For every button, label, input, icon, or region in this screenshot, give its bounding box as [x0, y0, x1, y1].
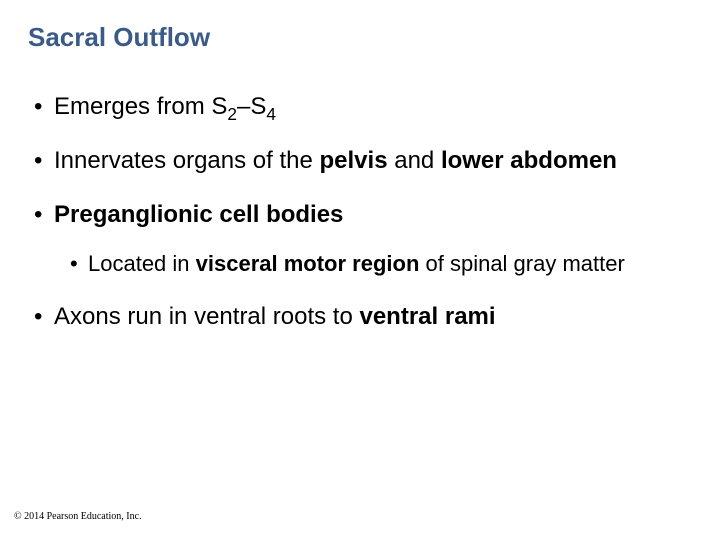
bullet-text: Axons run in ventral roots to ventral ra… [54, 302, 496, 332]
bullet-dot-icon: • [28, 302, 54, 332]
bullet-text: Preganglionic cell bodies [54, 200, 343, 230]
bullet-dot-icon: • [64, 250, 88, 278]
bullet-text: Emerges from S2–S4 [54, 92, 276, 122]
bullet-level1: •Innervates organs of the pelvis and low… [28, 146, 692, 176]
copyright-text: © 2014 Pearson Education, Inc. [14, 511, 142, 522]
bullet-text: Innervates organs of the pelvis and lowe… [54, 146, 617, 176]
bullet-dot-icon: • [28, 146, 54, 176]
slide-content: •Emerges from S2–S4•Innervates organs of… [28, 92, 692, 356]
bullet-level1: •Axons run in ventral roots to ventral r… [28, 302, 692, 332]
bullet-dot-icon: • [28, 200, 54, 230]
bullet-dot-icon: • [28, 92, 54, 122]
bullet-level1: •Preganglionic cell bodies [28, 200, 692, 230]
bullet-level2: •Located in visceral motor region of spi… [64, 250, 692, 278]
bullet-text: Located in visceral motor region of spin… [88, 250, 625, 278]
bullet-level1: •Emerges from S2–S4 [28, 92, 692, 122]
slide-title: Sacral Outflow [28, 22, 210, 53]
